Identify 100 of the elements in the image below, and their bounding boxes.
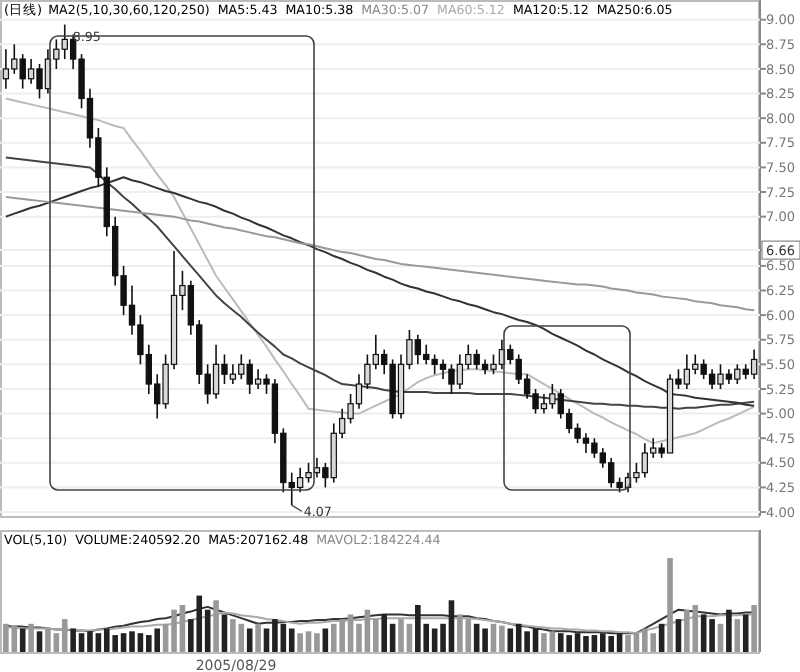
bar <box>633 633 640 652</box>
line-series <box>4 195 756 312</box>
bar <box>221 614 228 652</box>
bar <box>457 614 463 652</box>
candlestick <box>27 58 35 85</box>
bar <box>11 625 18 652</box>
bar <box>381 614 387 652</box>
bar <box>213 600 219 652</box>
bar <box>70 628 76 652</box>
bar <box>574 633 581 652</box>
candlestick <box>19 53 26 90</box>
candlestick <box>238 353 245 380</box>
candlestick <box>53 38 60 70</box>
bar <box>129 631 135 652</box>
candlestick <box>456 353 464 390</box>
bar <box>36 631 43 652</box>
bar <box>120 633 127 652</box>
candlestick <box>607 457 615 489</box>
bar <box>272 619 278 652</box>
bar <box>45 628 51 652</box>
bar <box>238 623 245 652</box>
bar <box>541 633 547 652</box>
bar <box>642 628 648 652</box>
bar <box>465 619 472 652</box>
bar <box>339 619 345 652</box>
bar <box>196 595 203 652</box>
bar <box>171 609 177 652</box>
candlestick <box>439 358 447 380</box>
candlestick <box>246 358 253 395</box>
bar <box>616 633 623 652</box>
bar <box>78 633 85 652</box>
candlestick <box>414 334 422 366</box>
bar <box>330 623 337 652</box>
bar <box>255 623 261 652</box>
candlestick <box>549 383 556 410</box>
candlestick <box>36 63 43 100</box>
candlestick <box>708 368 716 390</box>
bar <box>608 636 614 652</box>
candlestick <box>700 358 707 380</box>
bar <box>692 605 699 652</box>
bar <box>625 635 631 652</box>
bar <box>398 619 404 652</box>
bar <box>28 623 34 652</box>
bar <box>3 623 9 652</box>
bar <box>499 625 505 652</box>
candlestick <box>540 393 548 415</box>
line-series <box>4 97 756 445</box>
bar <box>305 631 312 652</box>
bar <box>112 635 118 652</box>
candlestick <box>296 466 304 494</box>
bar <box>709 619 715 652</box>
candlestick <box>717 363 724 390</box>
candlestick <box>582 432 590 454</box>
candlestick <box>750 348 758 380</box>
candlestick <box>2 48 10 90</box>
bar <box>448 600 455 652</box>
bar <box>314 633 320 652</box>
candlestick <box>683 353 691 390</box>
candlestick <box>734 363 741 385</box>
candlestick <box>641 442 649 479</box>
bar <box>667 558 673 652</box>
bar <box>700 614 707 652</box>
bar <box>751 605 757 652</box>
bar <box>103 628 110 652</box>
bar <box>566 635 572 652</box>
bar <box>675 619 682 652</box>
bar <box>288 628 295 652</box>
bar <box>549 631 556 652</box>
bar <box>583 636 589 652</box>
bar <box>684 609 690 652</box>
bar <box>61 619 68 652</box>
candlestick <box>330 422 337 484</box>
bar <box>599 633 606 652</box>
bar <box>297 633 303 652</box>
candlestick <box>431 353 438 375</box>
candlestick <box>254 368 262 390</box>
bar <box>230 619 236 652</box>
bar <box>154 628 161 652</box>
candlestick <box>448 363 455 395</box>
candlestick <box>423 343 430 366</box>
candlestick <box>212 343 220 400</box>
candlestick <box>490 353 497 375</box>
bar <box>650 633 657 652</box>
candlestick <box>473 348 480 371</box>
bar <box>95 633 102 652</box>
bar <box>742 614 749 652</box>
bar <box>146 635 152 652</box>
bar <box>557 633 564 652</box>
candlestick <box>61 23 68 60</box>
bar <box>347 614 354 652</box>
candlestick <box>591 437 598 459</box>
candlestick <box>305 462 312 484</box>
bar <box>726 609 732 652</box>
bar <box>515 623 522 652</box>
bar <box>524 631 530 652</box>
bar <box>137 633 144 652</box>
candlestick <box>229 363 237 385</box>
bar <box>734 619 741 652</box>
bar <box>482 628 488 652</box>
candlestick <box>11 43 18 75</box>
